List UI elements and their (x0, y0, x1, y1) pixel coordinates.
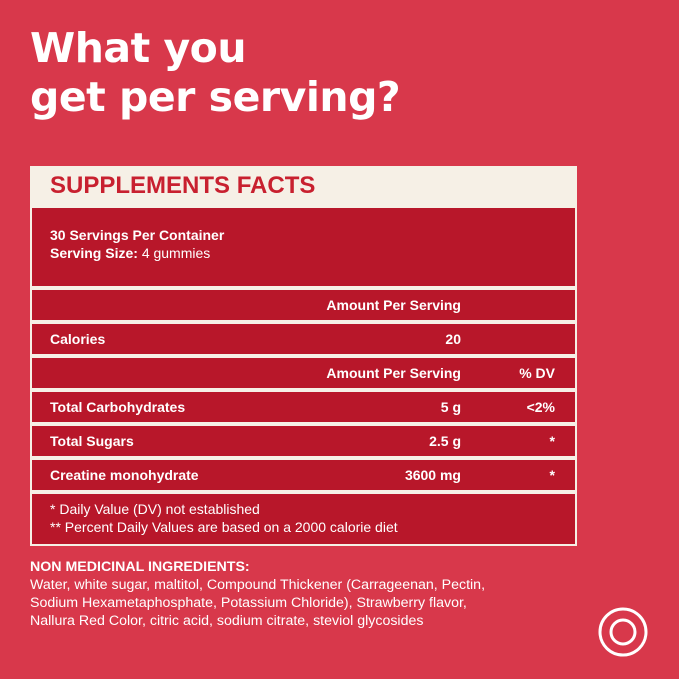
dv-note: * Daily Value (DV) not established (50, 501, 260, 517)
nutrient-amount: 5 g (440, 399, 461, 415)
nutrient-dv: * (549, 433, 555, 449)
amount-header-row: Amount Per Serving (32, 290, 575, 320)
nutrient-amount: 3600 mg (404, 467, 461, 483)
nutrient-dv: <2% (526, 399, 555, 415)
ingredients-line: Water, white sugar, maltitol, Compound T… (30, 577, 486, 593)
servings-per-container: 30 Servings Per Container (50, 227, 225, 243)
calories-block: Amount Per Serving Calories 20 (32, 290, 575, 354)
calories-label: Calories (50, 331, 106, 347)
amount-header-2: Amount Per Serving (326, 365, 461, 381)
nutrient-label: Creatine monohydrate (50, 467, 199, 483)
page-headline: What you get per serving? (30, 24, 401, 122)
headline-line-1: What you (30, 24, 247, 72)
nutrient-label: Total Sugars (50, 433, 134, 449)
table-row: Creatine monohydrate 3600 mg * (32, 456, 575, 490)
calories-row: Calories 20 (32, 320, 575, 354)
nutrients-header-row: Amount Per Serving % DV (32, 358, 575, 388)
ingredients-line: Nallura Red Color, citric acid, sodium c… (30, 613, 424, 629)
target-icon (598, 607, 648, 657)
headline-line-2: get per serving? (30, 73, 401, 121)
supplement-facts-panel: SUPPLEMENTS FACTS 30 Servings Per Contai… (30, 166, 577, 546)
nutrient-amount: 2.5 g (429, 433, 461, 449)
serving-size: Serving Size: 4 gummies (50, 244, 575, 262)
serving-size-value: 4 gummies (141, 245, 211, 261)
amount-header: Amount Per Serving (326, 297, 461, 313)
nutrient-dv: * (549, 467, 555, 483)
servings-block: 30 Servings Per Container Serving Size: … (32, 208, 575, 286)
nutrients-block: Amount Per Serving % DV Total Carbohydra… (32, 358, 575, 490)
ingredients-section: NON MEDICINAL INGREDIENTS: Water, white … (30, 558, 590, 630)
ingredients-line: Sodium Hexametaphosphate, Potassium Chlo… (30, 595, 467, 611)
table-row: Total Carbohydrates 5 g <2% (32, 388, 575, 422)
notes-block: * Daily Value (DV) not established ** Pe… (32, 494, 575, 544)
facts-title: SUPPLEMENTS FACTS (50, 172, 316, 199)
ingredients-title: NON MEDICINAL INGREDIENTS: (30, 559, 250, 575)
dv-header: % DV (519, 365, 555, 381)
percent-dv-note: ** Percent Daily Values are based on a 2… (50, 519, 398, 535)
calories-value: 20 (445, 331, 461, 347)
table-row: Total Sugars 2.5 g * (32, 422, 575, 456)
serving-size-label: Serving Size: (50, 245, 138, 261)
nutrient-label: Total Carbohydrates (50, 399, 186, 415)
